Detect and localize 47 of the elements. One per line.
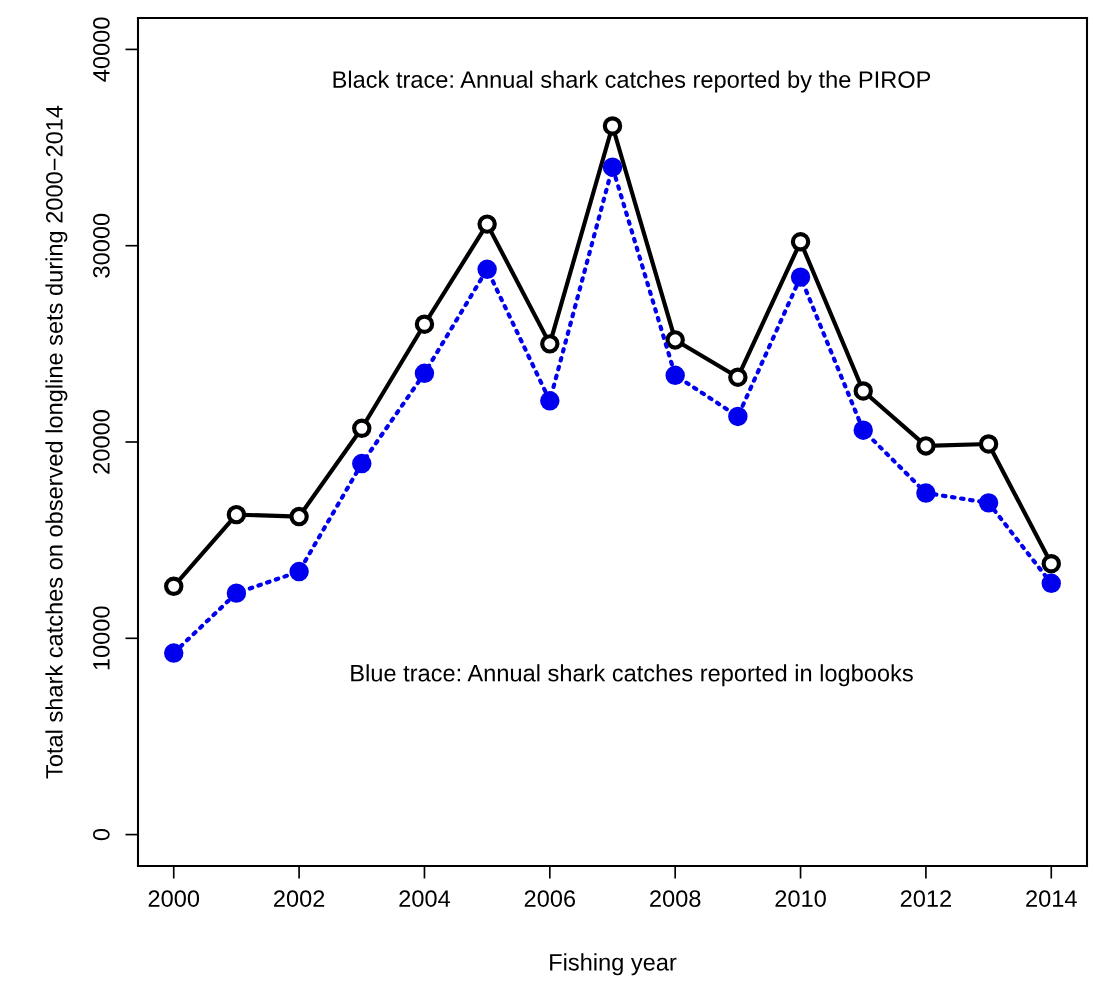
point (477, 214, 497, 234)
x-tick-label: 2004 (399, 890, 451, 907)
point (978, 434, 999, 454)
point (916, 483, 936, 503)
point (352, 418, 372, 438)
y-axis-title: Total shark catches on observed longline sets during 2000−2014 (45, 105, 68, 779)
point (414, 314, 435, 334)
point (289, 506, 309, 527)
x-tick-label: 2014 (1026, 890, 1077, 907)
y-tick-label: 10000 (93, 606, 110, 670)
point (477, 259, 497, 279)
point (665, 365, 685, 385)
point (602, 116, 623, 136)
point (1041, 553, 1061, 574)
x-axis-title: Fishing year (550, 953, 677, 976)
point (853, 381, 873, 401)
point (728, 406, 748, 427)
x-tick-label: 2006 (524, 890, 576, 907)
y-tick-label: 0 (93, 828, 110, 841)
annotation: Blue trace: Annual shark catches reported in logbooks (351, 664, 913, 687)
x-tick-label: 2012 (900, 890, 951, 907)
x-tick-label: 2010 (775, 890, 826, 907)
point (790, 267, 811, 287)
point (978, 493, 999, 513)
point (540, 334, 560, 354)
x-tick-label: 2000 (148, 890, 200, 907)
y-tick-label: 20000 (93, 410, 110, 474)
x-tick-label: 2008 (650, 890, 701, 907)
point (1041, 573, 1061, 594)
point (164, 576, 184, 597)
point (226, 504, 247, 525)
y-tick-label: 30000 (93, 213, 110, 278)
point (602, 157, 623, 177)
point (540, 391, 560, 411)
point (164, 643, 184, 663)
x-tick-label: 2002 (274, 890, 325, 907)
point (728, 367, 748, 387)
point (853, 420, 873, 440)
point (226, 583, 247, 603)
annotation: Black trace: Annual shark catches reported by the PIROP (333, 70, 931, 93)
point (352, 453, 372, 474)
point (414, 363, 435, 384)
point (289, 561, 309, 582)
point (665, 330, 685, 350)
y-tick-label: 40000 (93, 17, 110, 82)
point (790, 232, 811, 252)
point (916, 436, 936, 456)
